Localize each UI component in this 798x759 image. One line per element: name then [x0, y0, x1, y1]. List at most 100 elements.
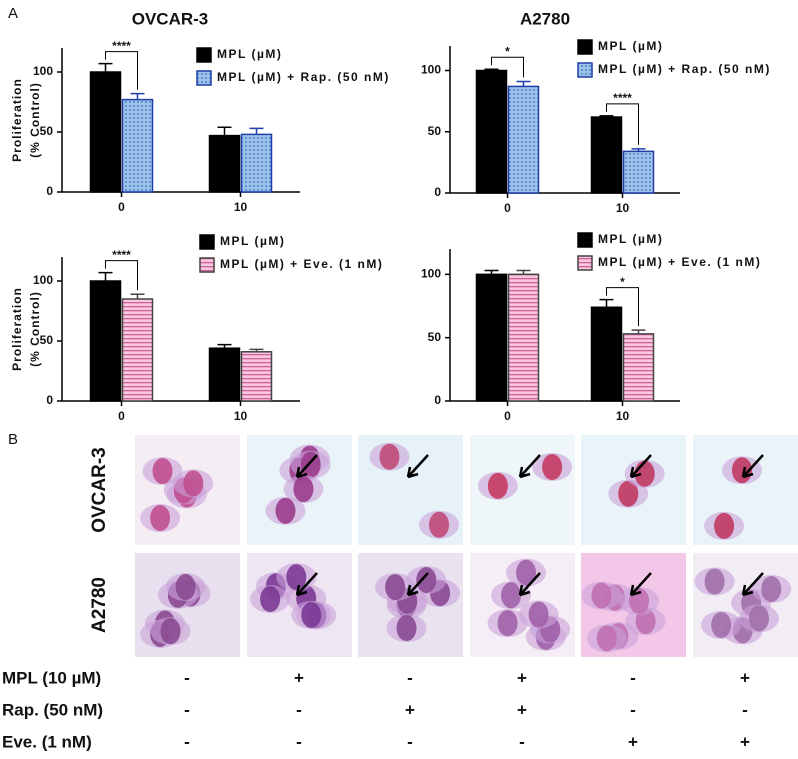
- error-bar: [217, 126, 232, 136]
- error-bar: [249, 348, 264, 352]
- arrow: [406, 454, 429, 479]
- y-tick-label: 0: [46, 393, 53, 407]
- bar: [121, 298, 154, 402]
- legend-swatch: [577, 39, 593, 55]
- cell-nucleus: [711, 611, 732, 638]
- x-tick-label: 10: [616, 409, 630, 423]
- error-bar: [217, 343, 232, 349]
- cell-nucleus: [618, 480, 639, 507]
- significance-label: ****: [613, 91, 632, 105]
- legend-swatch: [196, 47, 212, 63]
- legend-swatch: [577, 62, 593, 78]
- treatment-sign: -: [296, 732, 302, 751]
- treatment-sign: +: [740, 732, 750, 751]
- arrow: [741, 572, 764, 597]
- bar: [622, 150, 655, 194]
- cell-nucleus: [761, 575, 782, 602]
- significance-bracket: [105, 260, 138, 291]
- treatment-sign: -: [630, 668, 636, 687]
- legend-swatch: [199, 234, 215, 250]
- y-tick-label: 0: [46, 184, 53, 198]
- legend-label: MPL (µM) + Eve. (1 nM): [220, 257, 383, 271]
- x-tick-label: 0: [504, 409, 511, 423]
- error-bar: [98, 271, 113, 281]
- cell-nucleus: [260, 586, 281, 613]
- cell-nucleus: [286, 564, 307, 591]
- cell-nucleus: [183, 470, 204, 497]
- legend-label: MPL (µM): [217, 47, 282, 61]
- treatment-label: Eve. (1 nM): [2, 732, 92, 751]
- y-tick-label: 50: [40, 333, 54, 347]
- y-axis-label: Proliferation: [10, 287, 24, 371]
- treatment-sign: +: [294, 668, 304, 687]
- arrow: [518, 454, 541, 479]
- treatment-sign: +: [628, 732, 638, 751]
- y-axis-label: Proliferation: [10, 78, 24, 162]
- error-bar: [130, 293, 145, 299]
- cell-nucleus: [704, 568, 725, 595]
- treatment-sign: +: [740, 668, 750, 687]
- y-tick-label: 50: [428, 124, 442, 138]
- cell-nucleus: [714, 512, 735, 539]
- y-tick-label: 50: [428, 330, 442, 344]
- cell-nucleus: [385, 574, 406, 601]
- x-tick-label: 0: [504, 201, 511, 215]
- cell-nucleus: [175, 574, 196, 601]
- legend-label: MPL (µM) + Rap. (50 nM): [217, 70, 390, 84]
- arrow: [295, 572, 318, 597]
- legend-swatch: [199, 257, 215, 273]
- cell-nucleus: [152, 458, 173, 485]
- cell-nucleus: [497, 610, 518, 637]
- treatment-sign: -: [742, 700, 748, 719]
- cell-nucleus: [160, 618, 181, 645]
- bar: [240, 133, 273, 193]
- treatment-sign: -: [184, 668, 190, 687]
- treatment-label: Rap. (50 nM): [2, 700, 103, 719]
- legend-swatch: [577, 232, 593, 248]
- y-axis-label: (% Control): [28, 82, 42, 158]
- bar: [590, 116, 623, 194]
- treatment-sign: -: [407, 668, 413, 687]
- cell-nucleus: [748, 605, 769, 632]
- treatment-sign: -: [184, 700, 190, 719]
- legend-label: MPL (µM) + Rap. (50 nM): [598, 62, 771, 76]
- treatment-sign: -: [184, 732, 190, 751]
- bar: [89, 280, 122, 402]
- significance-label: *: [620, 275, 625, 289]
- significance-bracket: [491, 56, 524, 78]
- y-tick-label: 0: [434, 393, 441, 407]
- y-tick-label: 50: [40, 124, 54, 138]
- arrow: [629, 454, 652, 479]
- cell-nucleus: [528, 601, 549, 628]
- x-tick-label: 10: [616, 201, 630, 215]
- significance-bracket: [606, 287, 639, 327]
- legend-label: MPL (µM): [220, 234, 285, 248]
- row-label: OVCAR-3: [89, 447, 110, 533]
- bar: [507, 273, 540, 402]
- bar: [208, 134, 241, 193]
- error-bar: [516, 80, 531, 87]
- arrow: [406, 572, 429, 597]
- cell-nucleus: [429, 511, 450, 538]
- cell-nucleus: [516, 559, 537, 586]
- cell-nucleus: [591, 582, 612, 609]
- legend-label: MPL (µM) + Eve. (1 nM): [598, 255, 761, 269]
- treatment-sign: -: [519, 732, 525, 751]
- cell-nucleus: [501, 582, 522, 609]
- significance-bracket: [606, 103, 639, 145]
- treatment-label: MPL (10 µM): [2, 668, 101, 687]
- treatment-sign: -: [296, 700, 302, 719]
- cell-nucleus: [542, 453, 563, 480]
- significance-bracket: [105, 51, 138, 90]
- significance-label: *: [505, 44, 510, 58]
- significance-label: ****: [112, 39, 131, 53]
- treatment-sign: -: [407, 732, 413, 751]
- error-bar: [249, 127, 264, 135]
- y-tick-label: 100: [421, 63, 441, 77]
- panel-label: A: [8, 5, 18, 22]
- error-bar: [631, 148, 646, 152]
- legend-swatch: [577, 255, 593, 271]
- arrow: [741, 454, 764, 479]
- treatment-sign: +: [517, 700, 527, 719]
